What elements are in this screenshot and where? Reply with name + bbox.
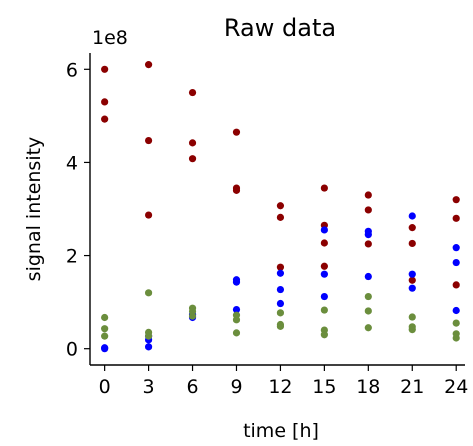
data-point-series-1 (144, 61, 153, 69)
data-point-series-1 (452, 214, 460, 222)
data-point-series-2 (144, 343, 153, 351)
data-point-series-3 (452, 319, 460, 327)
data-point-series-1 (101, 115, 109, 123)
data-point-series-2 (364, 231, 372, 239)
data-point-series-1 (232, 128, 241, 136)
data-point-series-3 (364, 324, 372, 332)
data-point-series-1 (364, 240, 372, 248)
data-point-series-3 (408, 313, 416, 321)
x-tick-label: 18 (356, 376, 380, 398)
data-point-series-1 (144, 136, 153, 145)
x-tick-label: 21 (400, 376, 424, 398)
data-point-series-3 (276, 322, 285, 330)
data-point-series-2 (452, 306, 460, 315)
y-axis-title: signal intensity (23, 137, 45, 282)
data-point-series-2 (408, 284, 416, 292)
data-point-series-1 (408, 276, 416, 284)
data-point-series-3 (188, 312, 197, 320)
y-ticks: 0 2 4 6 (66, 59, 90, 361)
data-point-series-3 (144, 289, 153, 297)
x-tick-label: 6 (186, 376, 198, 398)
data-point-series-1 (364, 206, 372, 214)
data-point-series-3 (320, 306, 328, 314)
x-axis-title: time [h] (243, 420, 319, 442)
x-tick-label: 3 (143, 376, 155, 398)
data-point-series-3 (320, 331, 328, 339)
data-point-series-1 (276, 213, 285, 221)
data-point-series-3 (232, 329, 241, 337)
data-point-series-2 (408, 270, 416, 278)
y-tick-label: 4 (66, 152, 78, 174)
y-offset-label: 1e8 (92, 27, 128, 49)
data-points (101, 61, 460, 353)
data-point-series-1 (452, 281, 460, 289)
data-point-series-2 (276, 269, 285, 277)
data-point-series-2 (320, 226, 328, 234)
data-point-series-1 (276, 263, 285, 271)
y-tick-label: 2 (66, 246, 78, 268)
data-point-series-1 (188, 139, 197, 147)
y-tick-label: 6 (66, 59, 78, 81)
data-point-series-2 (276, 299, 285, 308)
data-point-series-1 (188, 155, 197, 163)
data-point-series-1 (320, 262, 328, 270)
data-point-series-2 (408, 212, 416, 220)
x-tick-label: 15 (312, 376, 336, 398)
data-point-series-2 (452, 244, 460, 252)
y-tick-label: 0 (66, 339, 78, 361)
data-point-series-3 (101, 313, 109, 322)
data-point-series-1 (320, 239, 328, 247)
data-point-series-1 (408, 224, 416, 232)
chart-title: Raw data (224, 14, 336, 42)
data-point-series-1 (101, 98, 109, 106)
data-point-series-1 (408, 239, 416, 248)
data-point-series-3 (364, 307, 372, 315)
data-point-series-1 (144, 211, 153, 219)
data-point-series-3 (232, 316, 241, 324)
x-tick-label: 12 (268, 376, 292, 398)
data-point-series-3 (452, 334, 460, 342)
x-tick-label: 24 (444, 376, 468, 398)
data-point-series-3 (101, 332, 109, 340)
x-ticks: 0 3 6 9 12 15 18 21 24 (99, 365, 468, 398)
x-tick-label: 9 (230, 376, 242, 398)
data-point-series-3 (276, 309, 285, 317)
data-point-series-2 (276, 285, 285, 294)
data-point-series-1 (101, 65, 109, 73)
data-point-series-2 (320, 270, 328, 278)
data-point-series-3 (364, 292, 372, 301)
data-point-series-2 (232, 278, 241, 286)
data-point-series-1 (232, 186, 241, 194)
data-point-series-3 (408, 326, 416, 334)
data-point-series-1 (452, 196, 460, 204)
data-point-series-2 (232, 305, 241, 314)
data-point-series-2 (452, 258, 460, 267)
data-point-series-2 (320, 292, 328, 301)
x-tick-label: 0 (99, 376, 111, 398)
data-point-series-1 (364, 191, 372, 199)
data-point-series-1 (188, 88, 197, 97)
data-point-series-1 (276, 202, 285, 210)
data-point-series-2 (101, 345, 109, 353)
data-point-series-3 (144, 332, 153, 340)
data-point-series-2 (364, 272, 372, 281)
data-point-series-3 (101, 325, 109, 333)
data-point-series-1 (320, 184, 328, 192)
